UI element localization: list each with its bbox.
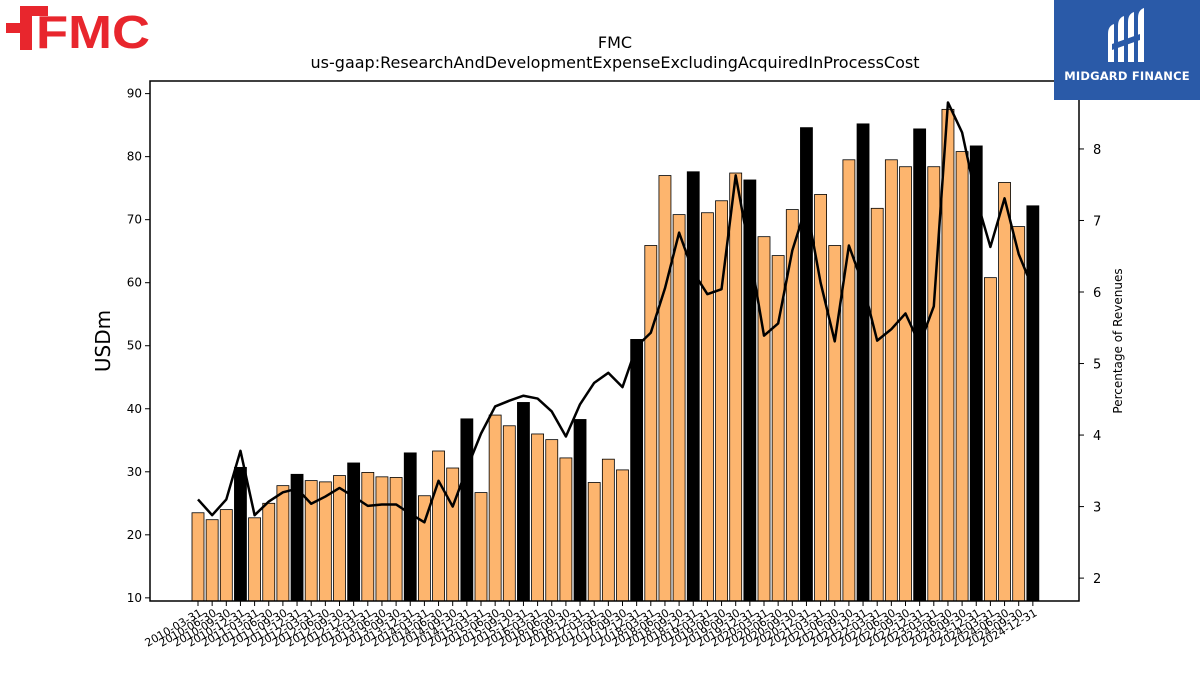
bar [601, 458, 615, 602]
y-tick-label: 90 [127, 87, 142, 101]
bar [545, 439, 559, 602]
bar [559, 457, 573, 602]
fmc-logo: FMC [6, 6, 150, 52]
bar [347, 462, 361, 602]
bar [658, 175, 672, 602]
bar [884, 159, 898, 602]
midgard-finance-logo: MIDGARD FINANCE [1054, 0, 1200, 100]
bar [389, 477, 403, 602]
bar [984, 277, 997, 602]
bar [219, 509, 233, 602]
y2-tick-label: 2 [1093, 572, 1101, 587]
chart-subtitle: us-gaap:ResearchAndDevelopmentExpenseExc… [311, 53, 920, 72]
y-tick-label: 40 [127, 402, 142, 416]
bars-group [191, 108, 1040, 602]
bar [460, 418, 474, 602]
bar [474, 492, 488, 602]
bar [998, 182, 1011, 602]
y2-tick-label: 7 [1093, 214, 1101, 229]
bar [1012, 226, 1026, 602]
bar [531, 433, 544, 602]
bar [630, 339, 644, 602]
y-axis-label: USDm [91, 310, 115, 372]
bar [234, 466, 247, 602]
y-tick-label: 70 [127, 213, 142, 227]
y2-tick-label: 5 [1093, 358, 1101, 373]
bar [899, 166, 912, 602]
bar [913, 128, 927, 602]
y-tick-label: 30 [127, 465, 142, 479]
bar [446, 467, 460, 602]
bar [616, 469, 629, 602]
y2-axis-label: Percentage of Revenues [1111, 268, 1125, 413]
y2-tick-label: 8 [1093, 143, 1101, 158]
bar [856, 123, 870, 602]
bar [1026, 205, 1040, 602]
bar [672, 214, 686, 602]
bar [955, 151, 969, 602]
y-tick-label: 10 [127, 591, 142, 605]
bar [262, 502, 276, 602]
bar [828, 245, 842, 602]
bar [573, 419, 587, 602]
bar [941, 108, 955, 602]
x-axis: 2010-03-312010-06-302010-09-302010-12-31… [143, 601, 1039, 650]
bar [743, 179, 757, 602]
y-tick-label: 80 [127, 150, 142, 164]
bar [800, 127, 813, 602]
y2-tick-label: 4 [1093, 429, 1101, 444]
midgard-emblem-icon [1108, 8, 1144, 62]
bar [248, 517, 262, 602]
chart-title: FMC [598, 33, 632, 52]
bar [757, 236, 771, 602]
bar [488, 414, 502, 602]
bar [432, 450, 445, 602]
bar [333, 475, 346, 602]
bar [587, 482, 601, 602]
bar [842, 159, 856, 602]
bar [517, 402, 530, 602]
y2-tick-label: 6 [1093, 286, 1101, 301]
bar [502, 425, 516, 602]
bar [729, 172, 743, 602]
bar [205, 519, 219, 602]
y-tick-label: 20 [127, 528, 142, 542]
fmc-logo-text: FMC [36, 6, 150, 52]
bar [191, 512, 205, 602]
bar [403, 452, 417, 602]
y-axis-right: 2 3 4 5 6 7 8 [1079, 143, 1101, 587]
bar [870, 207, 884, 602]
plot-frame [149, 80, 1080, 602]
bar [701, 212, 714, 602]
y-axis-left: 10 20 30 40 50 60 70 80 90 [127, 87, 150, 605]
bar [276, 485, 290, 602]
bar [375, 476, 389, 602]
y-tick-label: 50 [127, 339, 142, 353]
bar [644, 245, 658, 602]
y2-tick-label: 3 [1093, 501, 1101, 516]
percentage-line [197, 101, 1035, 524]
midgard-logo-text: MIDGARD FINANCE [1064, 69, 1190, 83]
bar [361, 472, 375, 602]
y-tick-label: 60 [127, 276, 142, 290]
bar [686, 171, 700, 602]
